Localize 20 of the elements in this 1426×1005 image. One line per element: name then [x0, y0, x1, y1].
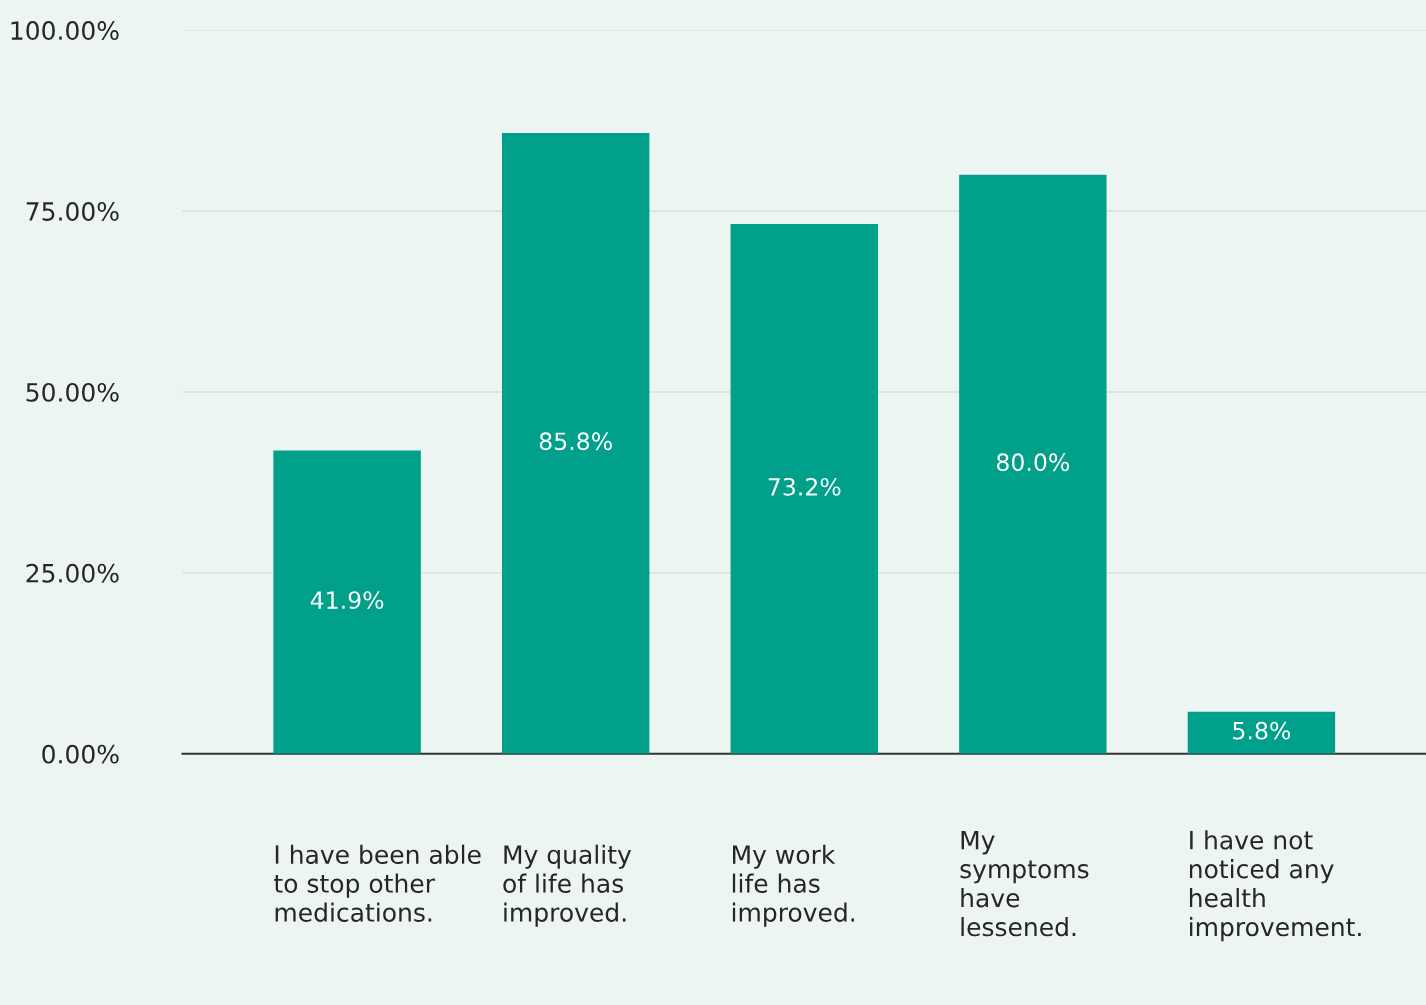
- bar: [501, 132, 650, 754]
- data-label: 5.8%: [1233, 721, 1291, 740]
- data-label: 80.0%: [996, 453, 1070, 472]
- y-tick-label: 0.00%: [42, 744, 119, 764]
- y-tick-label: 50.00%: [26, 382, 119, 402]
- y-tick-label: 100.00%: [11, 21, 119, 40]
- data-label: 41.9%: [310, 591, 384, 610]
- x-tick-label: I have been able to stop other medications.: [274, 844, 481, 922]
- data-label: 85.8%: [539, 432, 612, 451]
- bar: [1187, 711, 1336, 754]
- x-tick-label: My quality of life has improved.: [503, 844, 632, 927]
- y-tick-label: 25.00%: [26, 563, 119, 583]
- x-tick-label: I have not noticed any health improvement.: [1189, 830, 1361, 942]
- data-label: 73.2%: [768, 477, 841, 496]
- bar: [730, 224, 878, 754]
- y-tick-label: 75.00%: [26, 201, 119, 221]
- x-tick-label: My symptoms have lessened.: [960, 830, 1089, 937]
- x-tick-label: My work life has improved.: [732, 844, 855, 927]
- bar: [273, 450, 421, 754]
- bar: [959, 174, 1107, 754]
